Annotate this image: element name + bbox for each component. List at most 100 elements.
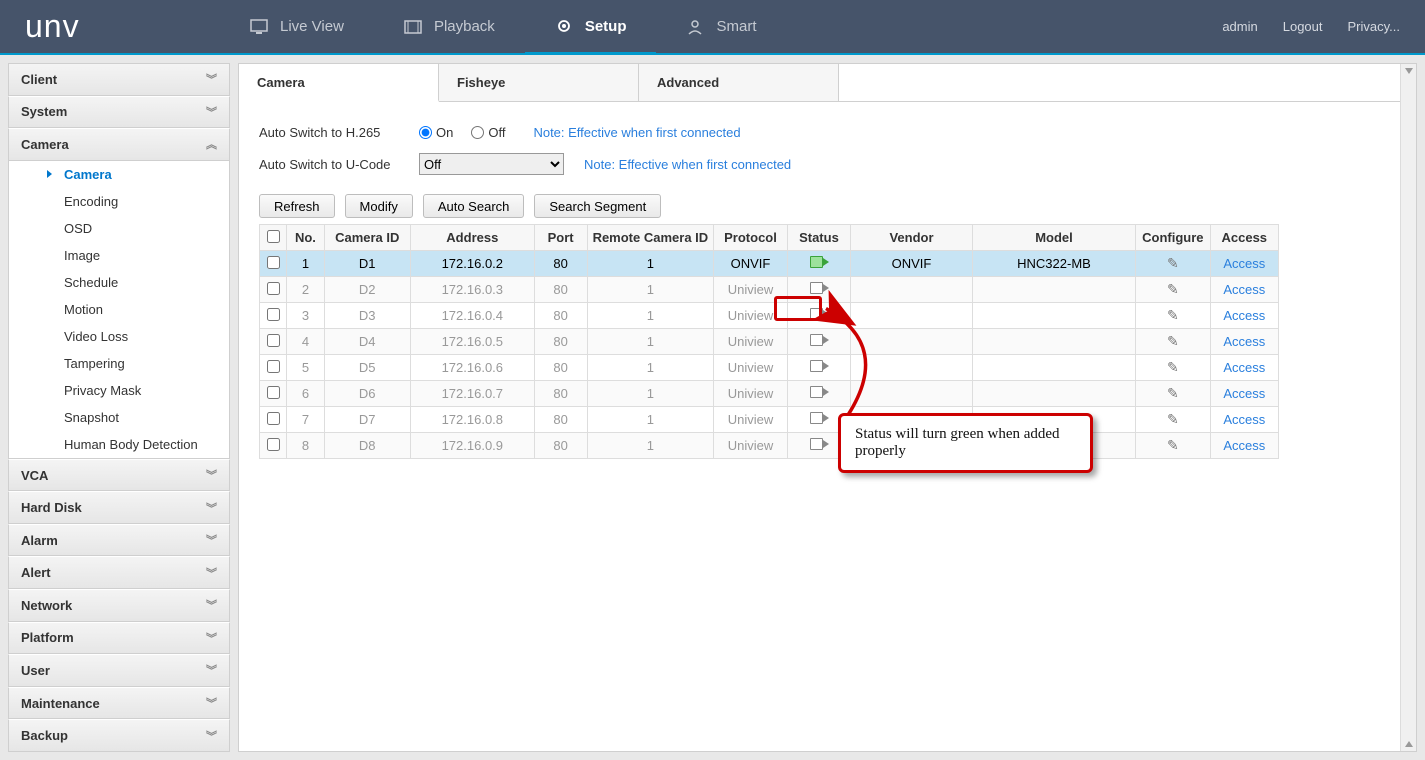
tab-camera[interactable]: Camera — [239, 64, 439, 102]
access-link[interactable]: Access — [1223, 412, 1265, 427]
cell-configure[interactable]: ✎ — [1136, 329, 1211, 355]
cell-protocol: Uniview — [714, 355, 788, 381]
access-link[interactable]: Access — [1223, 256, 1265, 271]
sidebar-item-tampering[interactable]: Tampering — [9, 350, 229, 377]
sidebar-item-videoloss[interactable]: Video Loss — [9, 323, 229, 350]
access-link[interactable]: Access — [1223, 438, 1265, 453]
sidebar-item-snapshot[interactable]: Snapshot — [9, 404, 229, 431]
table-header-row: No. Camera ID Address Port Remote Camera… — [260, 225, 1279, 251]
row-checkbox[interactable] — [267, 386, 280, 399]
access-link[interactable]: Access — [1223, 334, 1265, 349]
access-link[interactable]: Access — [1223, 360, 1265, 375]
cell-status — [787, 355, 850, 381]
refresh-button[interactable]: Refresh — [259, 194, 335, 218]
camera-status-icon — [810, 360, 828, 372]
current-user[interactable]: admin — [1222, 19, 1257, 34]
cell-model — [972, 329, 1135, 355]
select-all-checkbox[interactable] — [267, 230, 280, 243]
cell-vendor — [851, 303, 973, 329]
sidebar-vca[interactable]: VCA︾ — [8, 459, 230, 492]
row-checkbox[interactable] — [267, 282, 280, 295]
sidebar-user[interactable]: User︾ — [8, 654, 230, 687]
sidebar-maintenance[interactable]: Maintenance︾ — [8, 687, 230, 720]
row-checkbox[interactable] — [267, 256, 280, 269]
row-checkbox[interactable] — [267, 412, 280, 425]
th-port: Port — [534, 225, 587, 251]
table-row[interactable]: 1D1172.16.0.2801ONVIFONVIFHNC322-MB✎Acce… — [260, 251, 1279, 277]
cell-vendor — [851, 381, 973, 407]
row-checkbox[interactable] — [267, 334, 280, 347]
cell-configure[interactable]: ✎ — [1136, 277, 1211, 303]
cell-configure[interactable]: ✎ — [1136, 355, 1211, 381]
camera-status-icon — [810, 386, 828, 398]
sidebar-item-osd[interactable]: OSD — [9, 215, 229, 242]
cell-no: 8 — [287, 433, 324, 459]
cell-configure[interactable]: ✎ — [1136, 251, 1211, 277]
tab-fisheye[interactable]: Fisheye — [439, 64, 639, 101]
autosearch-button[interactable]: Auto Search — [423, 194, 525, 218]
sidebar-system[interactable]: System︾ — [8, 96, 230, 129]
cell-configure[interactable]: ✎ — [1136, 407, 1211, 433]
tab-advanced[interactable]: Advanced — [639, 64, 839, 101]
modify-button[interactable]: Modify — [345, 194, 413, 218]
sidebar-item-privacy[interactable]: Privacy Mask — [9, 377, 229, 404]
topnav: Live View Playback Setup Smart — [220, 0, 1222, 54]
cell-configure[interactable]: ✎ — [1136, 433, 1211, 459]
ucode-select[interactable]: Off — [419, 153, 564, 175]
pencil-icon: ✎ — [1167, 333, 1179, 349]
nav-live-view[interactable]: Live View — [220, 0, 374, 54]
h265-note: Note: Effective when first connected — [533, 125, 740, 140]
cell-access: Access — [1210, 407, 1278, 433]
sidebar-network[interactable]: Network︾ — [8, 589, 230, 622]
cell-address: 172.16.0.5 — [410, 329, 534, 355]
annotation-callout: Status will turn green when added proper… — [838, 413, 1093, 473]
cell-vendor — [851, 277, 973, 303]
nav-smart[interactable]: Smart — [656, 0, 786, 54]
sidebar-alert[interactable]: Alert︾ — [8, 556, 230, 589]
cell-configure[interactable]: ✎ — [1136, 381, 1211, 407]
searchsegment-button[interactable]: Search Segment — [534, 194, 661, 218]
table-row[interactable]: 6D6172.16.0.7801Uniview✎Access — [260, 381, 1279, 407]
annotation-text: Status will turn green when added proper… — [855, 426, 1060, 459]
logout-link[interactable]: Logout — [1283, 19, 1323, 34]
cell-address: 172.16.0.4 — [410, 303, 534, 329]
cell-camid: D2 — [324, 277, 410, 303]
cell-remote: 1 — [587, 381, 714, 407]
table-row[interactable]: 5D5172.16.0.6801Uniview✎Access — [260, 355, 1279, 381]
cell-port: 80 — [534, 303, 587, 329]
row-checkbox[interactable] — [267, 438, 280, 451]
nav-playback[interactable]: Playback — [374, 0, 525, 54]
sidebar-item-camera[interactable]: Camera — [9, 161, 229, 188]
scrollbar[interactable] — [1400, 64, 1416, 751]
sidebar-item-encoding[interactable]: Encoding — [9, 188, 229, 215]
h265-on[interactable]: On — [419, 125, 453, 140]
table-row[interactable]: 2D2172.16.0.3801Uniview✎Access — [260, 277, 1279, 303]
sidebar-item-schedule[interactable]: Schedule — [9, 269, 229, 296]
sidebar-item-motion[interactable]: Motion — [9, 296, 229, 323]
gear-icon — [555, 18, 573, 34]
content: Camera Fisheye Advanced Auto Switch to H… — [238, 63, 1417, 752]
table-row[interactable]: 7D7172.16.0.8801Uniview✎Access — [260, 407, 1279, 433]
sidebar-item-humanbody[interactable]: Human Body Detection — [9, 431, 229, 458]
table-row[interactable]: 8D8172.16.0.9801Uniview✎Access — [260, 433, 1279, 459]
access-link[interactable]: Access — [1223, 282, 1265, 297]
nav-setup[interactable]: Setup — [525, 0, 657, 55]
sidebar-backup[interactable]: Backup︾ — [8, 719, 230, 752]
access-link[interactable]: Access — [1223, 308, 1265, 323]
table-row[interactable]: 3D3172.16.0.4801Uniview✎Access — [260, 303, 1279, 329]
cell-configure[interactable]: ✎ — [1136, 303, 1211, 329]
sidebar-client[interactable]: Client︾ — [8, 63, 230, 96]
row-checkbox[interactable] — [267, 360, 280, 373]
sidebar-harddisk[interactable]: Hard Disk︾ — [8, 491, 230, 524]
access-link[interactable]: Access — [1223, 386, 1265, 401]
ucode-note: Note: Effective when first connected — [584, 157, 791, 172]
sidebar-alarm[interactable]: Alarm︾ — [8, 524, 230, 557]
privacy-link[interactable]: Privacy... — [1348, 19, 1401, 34]
sidebar-item-image[interactable]: Image — [9, 242, 229, 269]
cell-camid: D5 — [324, 355, 410, 381]
sidebar-platform[interactable]: Platform︾ — [8, 622, 230, 655]
table-row[interactable]: 4D4172.16.0.5801Uniview✎Access — [260, 329, 1279, 355]
h265-off[interactable]: Off — [471, 125, 505, 140]
sidebar-camera[interactable]: Camera︽ — [8, 128, 230, 161]
row-checkbox[interactable] — [267, 308, 280, 321]
